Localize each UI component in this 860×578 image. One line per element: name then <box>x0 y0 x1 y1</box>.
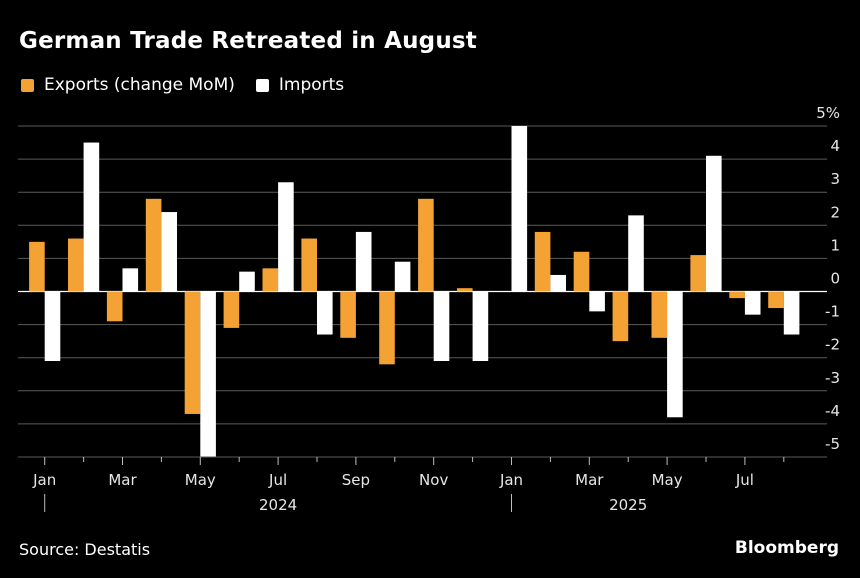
imports-bar <box>472 291 489 362</box>
imports-bar <box>317 291 333 335</box>
imports-bar <box>239 271 255 292</box>
imports-bar <box>355 231 372 292</box>
imports-bar <box>783 291 800 335</box>
exports-bar <box>729 291 745 299</box>
y-tick-label: -3 <box>825 369 840 387</box>
legend-swatch-imports <box>255 78 269 92</box>
exports-bar <box>184 291 201 414</box>
imports-bar <box>706 155 722 292</box>
imports-bar <box>667 291 683 418</box>
exports-bar <box>690 255 706 292</box>
imports-bar <box>161 212 177 292</box>
imports-bar <box>511 126 528 292</box>
legend-item-imports: Imports <box>255 75 345 95</box>
year-label: 2024 <box>259 496 297 514</box>
legend: Exports (change MoM) Imports <box>21 75 365 95</box>
imports-bar <box>628 215 644 292</box>
y-tick-label: -1 <box>825 303 840 321</box>
x-axis: Jan Mar May Jul Sep Nov Jan Mar May Jul 2024 2025 <box>18 456 827 514</box>
legend-swatch-exports <box>21 78 34 92</box>
x-tick-label: Sep <box>342 471 370 489</box>
exports-bar <box>106 291 123 322</box>
x-tick-label: Jul <box>268 471 287 489</box>
exports-bar <box>612 291 629 342</box>
legend-label-imports: Imports <box>278 75 345 95</box>
legend-label-exports: Exports (change MoM) <box>44 75 235 95</box>
exports-bar <box>29 241 45 292</box>
exports-bar <box>68 238 84 292</box>
imports-bar <box>394 261 411 292</box>
y-tick-label: 1 <box>830 236 840 254</box>
imports-bar <box>550 274 566 292</box>
bars <box>29 126 800 457</box>
exports-bar <box>573 251 590 292</box>
y-tick-label: -5 <box>825 435 840 453</box>
x-tick-label: May <box>652 471 683 489</box>
imports-bar <box>433 291 450 362</box>
imports-bar <box>589 291 605 312</box>
imports-bar <box>278 182 294 292</box>
exports-bar <box>534 231 551 292</box>
y-tick-label: 2 <box>830 203 840 221</box>
source-note: Source: Destatis <box>19 540 151 559</box>
exports-bar <box>301 238 317 292</box>
year-label: 2025 <box>609 496 647 514</box>
exports-bar <box>262 268 279 292</box>
imports-bar <box>83 142 100 292</box>
y-axis: 5% 4 3 2 1 0 -1 -2 -3 -4 -5 <box>816 104 840 453</box>
exports-bar <box>768 291 784 309</box>
exports-bar <box>340 291 356 338</box>
x-tick-label: Jan <box>499 471 523 489</box>
exports-bar <box>223 291 240 328</box>
exports-bar <box>145 198 162 292</box>
imports-bar <box>200 291 216 457</box>
y-tick-label: 4 <box>830 137 840 155</box>
y-tick-label: -4 <box>825 402 840 420</box>
imports-bar <box>744 291 761 315</box>
legend-item-exports: Exports (change MoM) <box>21 75 235 95</box>
exports-bar <box>651 291 668 338</box>
imports-bar <box>44 291 61 362</box>
exports-bar <box>457 288 473 292</box>
bloomberg-logo: Bloomberg <box>734 538 839 558</box>
x-tick-label: Mar <box>108 471 137 489</box>
x-tick-label: Mar <box>575 471 604 489</box>
exports-bar <box>379 291 395 365</box>
x-tick-label: May <box>185 471 216 489</box>
chart-title: German Trade Retreated in August <box>19 28 477 54</box>
exports-bar <box>418 198 434 292</box>
imports-bar <box>122 268 139 292</box>
y-tick-label: 0 <box>830 270 840 288</box>
y-tick-label: -2 <box>825 336 840 354</box>
y-tick-label: 3 <box>830 170 840 188</box>
x-tick-label: Jul <box>735 471 754 489</box>
x-tick-label: Nov <box>419 471 448 489</box>
y-tick-label: 5% <box>816 104 840 122</box>
x-tick-label: Jan <box>32 471 56 489</box>
